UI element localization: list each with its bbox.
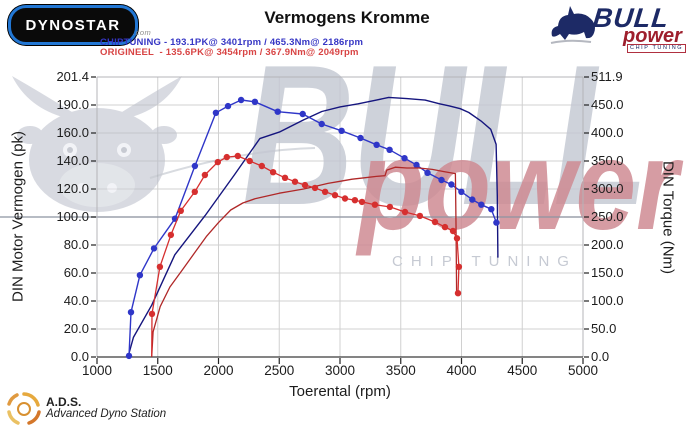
series-marker-chip-torque — [125, 352, 133, 360]
series-path-orig-power — [151, 166, 458, 358]
series-marker-orig-torque — [453, 235, 461, 242]
series-marker-orig-torque — [441, 223, 449, 231]
series-marker-orig-torque — [291, 178, 299, 185]
dynostar-logo-suffix: .com — [133, 28, 152, 37]
legend-line-chiptuning: CHIPTUNING - 193.1PK@ 3401rpm / 465.3Nm@… — [100, 37, 364, 48]
bullpower-logo-chiptuning-text: CHIP TUNING — [627, 44, 687, 53]
series-marker-chip-torque — [150, 245, 158, 252]
series-marker-orig-torque — [258, 162, 265, 170]
series-marker-chip-torque — [488, 206, 495, 213]
series-marker-orig-torque — [331, 192, 339, 199]
bullpower-logo: BULL power CHIP TUNING — [549, 3, 691, 53]
bull-silhouette-icon — [550, 6, 595, 44]
series-marker-chip-torque — [493, 219, 500, 226]
ads-full-name: Advanced Dyno Station — [46, 408, 167, 420]
series-marker-chip-torque — [438, 176, 445, 184]
series-marker-chip-torque — [136, 272, 144, 279]
series-marker-orig-torque — [214, 158, 221, 166]
page-title: Vermogens Kromme — [264, 8, 430, 27]
series-marker-orig-torque — [455, 263, 463, 270]
ads-swirl-icon — [7, 392, 41, 425]
series-marker-chip-torque — [424, 169, 431, 176]
series-marker-orig-torque — [431, 218, 439, 226]
series-marker-chip-torque — [212, 109, 220, 117]
series-marker-chip-torque — [469, 196, 476, 203]
series-marker-chip-torque — [237, 96, 245, 104]
series-marker-chip-torque — [373, 141, 380, 148]
series-marker-orig-torque — [281, 174, 289, 181]
series-marker-chip-torque — [413, 161, 420, 169]
series-marker-orig-torque — [301, 181, 309, 189]
legend-line-origineel: ORIGINEEL - 135.6PK@ 3454rpm / 367.9Nm@ … — [100, 47, 359, 58]
bullpower-logo-power-text: power — [623, 25, 682, 47]
series-marker-chip-torque — [318, 120, 325, 128]
series-marker-orig-torque — [191, 188, 198, 195]
series-marker-chip-torque — [478, 201, 485, 208]
series-marker-orig-torque — [341, 195, 349, 202]
series-marker-orig-torque — [416, 212, 424, 220]
ads-abbreviation: A.D.S. — [46, 395, 82, 409]
series-marker-orig-torque — [269, 169, 277, 176]
series-marker-orig-torque — [311, 184, 319, 192]
series-marker-orig-torque — [351, 197, 359, 204]
series-marker-chip-torque — [448, 181, 455, 188]
series-marker-orig-torque — [449, 227, 457, 235]
series-path-chip-torque — [128, 99, 498, 356]
series-marker-orig-torque — [321, 188, 329, 195]
series-marker-orig-torque — [148, 310, 156, 318]
series-marker-chip-torque — [274, 108, 281, 115]
series-marker-orig-torque — [386, 203, 394, 211]
series-marker-chip-torque — [357, 134, 364, 142]
series-marker-chip-torque — [299, 110, 306, 118]
series-marker-chip-torque — [191, 162, 199, 170]
series-marker-orig-torque — [401, 208, 409, 216]
series-marker-orig-torque — [234, 152, 241, 160]
series-path-chip-power — [127, 96, 499, 358]
series-marker-orig-torque — [177, 207, 184, 214]
series-marker-orig-torque — [358, 198, 366, 206]
series-marker-chip-torque — [127, 309, 135, 316]
series-marker-orig-torque — [156, 263, 164, 270]
dynostar-logo-text: DYNOSTAR — [25, 16, 121, 34]
series-marker-orig-torque — [223, 153, 230, 161]
series-marker-chip-torque — [338, 127, 345, 134]
series-marker-orig-torque — [167, 231, 175, 239]
series-marker-chip-torque — [458, 188, 465, 195]
series-marker-orig-torque — [371, 201, 379, 208]
series-marker-chip-torque — [251, 98, 259, 106]
series-marker-chip-torque — [401, 155, 408, 162]
series-marker-chip-torque — [224, 102, 232, 110]
dynostar-logo: DYNOSTAR — [8, 5, 138, 45]
series-marker-orig-torque — [201, 171, 209, 179]
series-marker-orig-torque — [246, 157, 253, 165]
series-marker-chip-torque — [386, 146, 393, 153]
series-marker-orig-torque — [454, 290, 462, 297]
